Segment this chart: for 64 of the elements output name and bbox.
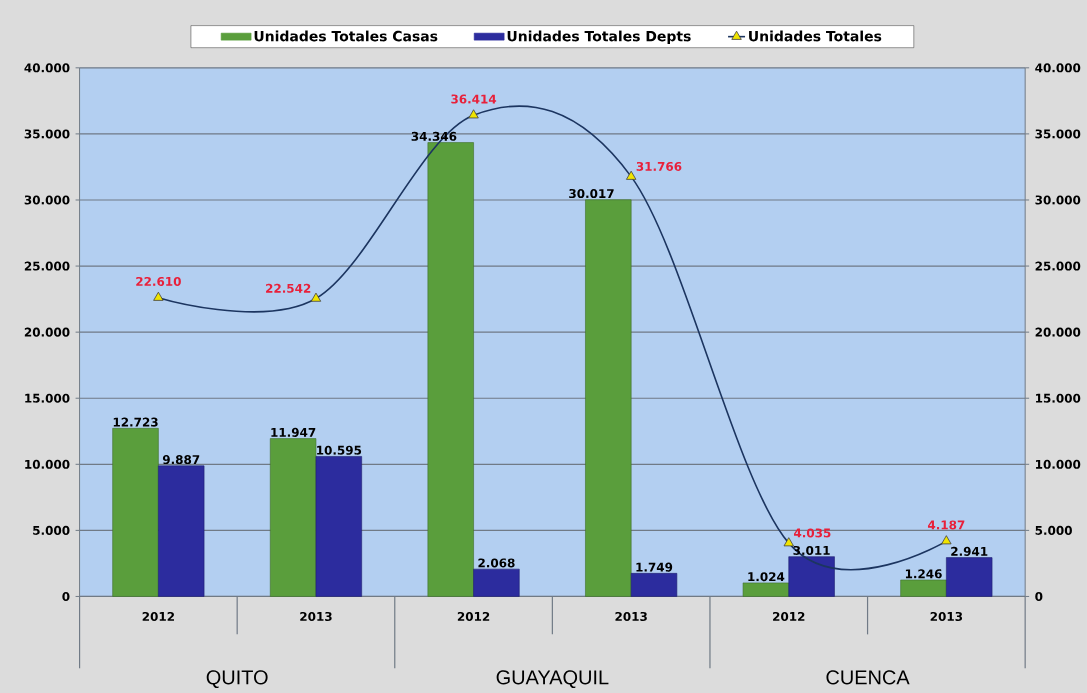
point [783,537,794,547]
bar [900,579,947,597]
bar [788,556,835,597]
x-tick-label: 2012 [142,611,174,621]
point [153,291,164,301]
y2-tick-label: 25.000 [24,261,70,271]
y-tick-label: 15.000 [1036,393,1081,403]
y2-tick-label: 20.000 [24,327,70,337]
point [468,109,479,119]
data-label: 1.246 [905,569,942,579]
text: CUENCA [826,670,910,685]
y-tick-label: 35.000 [1035,129,1081,139]
y2-tick-label: 15.000 [25,393,70,403]
y-tick-label: 5.000 [1035,525,1072,535]
data-label: 10.595 [317,445,362,455]
y2-tick-label: 5.000 [33,525,70,535]
y2-tick-label: 40.000 [24,63,70,73]
y-tick-label: 10.000 [1036,459,1081,469]
y-tick-label: 25.000 [1035,261,1081,271]
bar [427,142,474,597]
y-tick-label: 0 [1035,591,1043,601]
data-label: 22.610 [136,276,181,286]
bar [112,427,159,597]
data-label: 2.941 [951,546,988,556]
bar [585,199,632,597]
x-tick-label: 2012 [457,611,490,621]
y2-tick-label: 0 [62,591,70,601]
data-label: 1.024 [748,572,785,582]
bar [742,582,790,597]
data-label: 4.187 [927,520,965,530]
bar [315,456,362,597]
bar [946,557,993,597]
point [941,535,952,545]
data-label: 1.749 [636,562,673,572]
data-label: 4.035 [793,528,831,538]
legend-label: Unidades Totales Casas [254,30,438,42]
legend-label: Unidades Totales [749,30,882,42]
bar [158,465,205,597]
data-label: 30.017 [569,188,614,198]
data-label: 11.947 [271,427,316,437]
data-label: 31.766 [636,161,682,171]
bar [473,568,520,597]
y-tick-label: 40.000 [1035,63,1081,73]
data-label: 36.414 [451,94,497,104]
bar [630,572,678,597]
x-tick-label: 2013 [615,611,647,621]
text: GUAYAQUIL [496,670,609,688]
x-tick-label: 2012 [773,611,805,621]
point [626,170,637,180]
y-tick-label: 30.000 [1035,195,1081,205]
data-label: 9.887 [162,454,200,464]
y2-tick-label: 35.000 [24,129,70,139]
y-tick-label: 20.000 [1035,327,1081,337]
bar [269,438,317,597]
point [310,292,322,302]
text: QUITO [206,670,268,688]
y2-tick-label: 30.000 [24,195,70,205]
y2-tick-label: 10.000 [25,459,70,469]
data-label: 22.542 [266,283,311,293]
x-tick-label: 2013 [300,611,332,621]
data-label: 12.723 [113,417,158,427]
x-tick-label: 2013 [930,611,963,621]
legend-label: Unidades Totales Depts [507,30,691,44]
data-label: 2.068 [478,558,515,568]
